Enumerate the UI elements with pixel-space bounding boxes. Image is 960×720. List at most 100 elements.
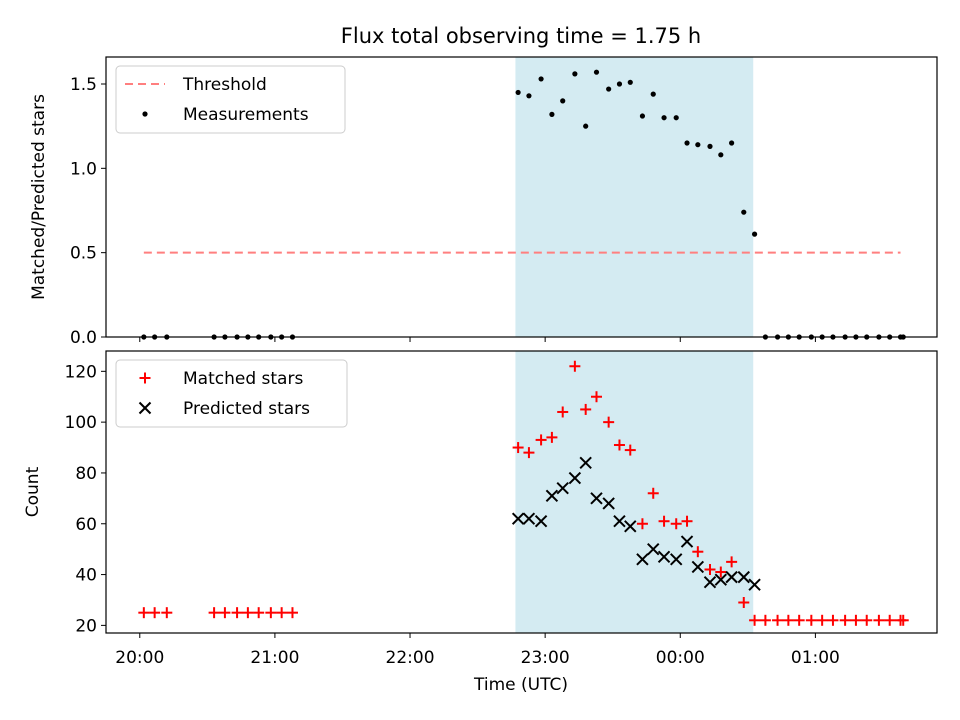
x-tick-label: 23:00 xyxy=(521,648,570,668)
legend-swatch-matched-stars xyxy=(139,372,151,384)
predicted-stars-point-b xyxy=(737,570,750,584)
matched-stars-point xyxy=(603,416,615,428)
measurements-point xyxy=(684,140,690,146)
y-tick-label: 1.5 xyxy=(70,75,97,95)
x-tick-label: 01:00 xyxy=(791,648,840,668)
predicted-stars-point-b xyxy=(647,542,660,556)
x-tick-label: 20:00 xyxy=(115,648,164,668)
predicted-stars-point-b xyxy=(590,492,603,505)
measurements-point xyxy=(718,152,724,158)
matched-stars-point xyxy=(647,487,659,499)
predicted-stars-point-b xyxy=(725,570,738,584)
y-tick-label: 120 xyxy=(65,362,97,382)
matched-stars-point xyxy=(704,563,716,575)
ratio-panel: 0.0 0.5 1.0 1.5 Matched/Predicted stars Thr… xyxy=(29,56,938,348)
matched-stars-point xyxy=(636,518,648,530)
predicted-stars-point xyxy=(670,553,683,566)
x-tick-label: 21:00 xyxy=(250,648,299,668)
ratio-y-axis-label: Matched/Predicted stars xyxy=(29,94,49,300)
matched-stars-point xyxy=(535,434,547,446)
measurements-point xyxy=(729,140,735,146)
matched-stars-point xyxy=(512,442,524,454)
legend-label-measurements: Measurements xyxy=(183,105,309,125)
measurements-point xyxy=(751,231,758,237)
predicted-stars-point xyxy=(691,560,705,574)
matched-stars-point xyxy=(827,614,839,626)
measurements-point xyxy=(560,98,566,104)
measurements-point xyxy=(549,111,555,117)
count-y-axis: 20 40 60 80 100 120 xyxy=(65,362,106,636)
predicted-stars-point xyxy=(579,456,592,469)
measurements-point xyxy=(616,81,623,87)
predicted-stars-point-b xyxy=(545,489,559,503)
observing-window-shade-top xyxy=(515,57,754,337)
measurements-point xyxy=(606,86,612,92)
measurements-point xyxy=(583,123,589,129)
count-axes-frame xyxy=(105,350,938,634)
predicted-stars-point xyxy=(534,515,548,528)
matched-stars-point xyxy=(231,607,243,619)
predicted-stars-point-b xyxy=(670,553,683,566)
predicted-stars-point-b xyxy=(534,515,548,528)
predicted-stars-point xyxy=(568,471,582,485)
ratio-x-axis xyxy=(139,337,816,342)
x-tick-label: 00:00 xyxy=(656,648,705,668)
matched-stars-point xyxy=(242,607,254,619)
y-tick-label: 40 xyxy=(75,566,97,586)
predicted-stars-point-b xyxy=(579,456,592,469)
x-tick-label: 22:00 xyxy=(386,648,435,668)
measurements-point xyxy=(707,143,713,149)
predicted-stars-point xyxy=(522,512,536,525)
predicted-stars-point xyxy=(545,489,559,503)
matched-stars-point xyxy=(816,614,828,626)
legend-swatch-predicted-stars-b xyxy=(138,401,152,415)
predicted-stars-point xyxy=(613,515,626,528)
measurements-point xyxy=(741,209,747,215)
predicted-stars-point-b xyxy=(714,573,728,586)
matched-stars-point xyxy=(546,431,558,443)
measurements-point xyxy=(650,91,656,97)
y-tick-label: 0.5 xyxy=(70,244,97,264)
predicted-stars-point xyxy=(748,578,761,591)
matched-stars-point xyxy=(884,614,896,626)
predicted-stars-point-b xyxy=(657,550,671,563)
predicted-stars-point-b xyxy=(636,553,649,566)
predicted-stars-point xyxy=(590,492,603,505)
predicted-stars-point-b xyxy=(556,481,569,495)
measurements-point xyxy=(526,93,532,99)
predicted-stars-point xyxy=(703,575,717,589)
predicted-stars-point xyxy=(511,512,525,525)
matched-stars-point xyxy=(149,607,161,619)
matched-stars-point xyxy=(873,614,885,626)
predicted-stars-point xyxy=(556,481,569,495)
matched-stars-point xyxy=(138,607,150,619)
ratio-legend: Threshold Measurements xyxy=(115,65,346,134)
measurements-point xyxy=(593,69,600,75)
matched-stars-point xyxy=(692,546,704,558)
matched-stars-point xyxy=(749,614,761,626)
observing-window-shade-bottom xyxy=(515,351,754,633)
predicted-stars-point-b xyxy=(613,515,626,528)
predicted-stars-point-b xyxy=(624,520,637,533)
legend-swatch-measurements xyxy=(142,111,148,117)
predicted-stars-point-b xyxy=(522,512,536,525)
matched-stars-point xyxy=(286,607,298,619)
matched-stars-point xyxy=(658,515,670,527)
matched-stars-point xyxy=(557,406,569,418)
matched-stars-point xyxy=(670,518,682,530)
y-tick-label: 1.0 xyxy=(70,159,97,179)
y-tick-label: 80 xyxy=(75,464,97,484)
legend-label-threshold: Threshold xyxy=(182,75,267,95)
matched-stars-point xyxy=(219,607,231,619)
matched-stars-point xyxy=(715,566,727,578)
matched-stars-point xyxy=(590,391,602,403)
matched-stars-point xyxy=(759,614,771,626)
matched-stars-point xyxy=(738,597,750,609)
measurements-point xyxy=(572,71,578,77)
predicted-stars-point xyxy=(647,542,660,556)
predicted-stars-point xyxy=(636,553,649,566)
predicted-stars-point xyxy=(714,573,728,586)
measurements-point xyxy=(673,115,679,121)
legend-label-predicted-stars: Predicted stars xyxy=(183,399,310,419)
matched-stars-point xyxy=(613,439,625,451)
